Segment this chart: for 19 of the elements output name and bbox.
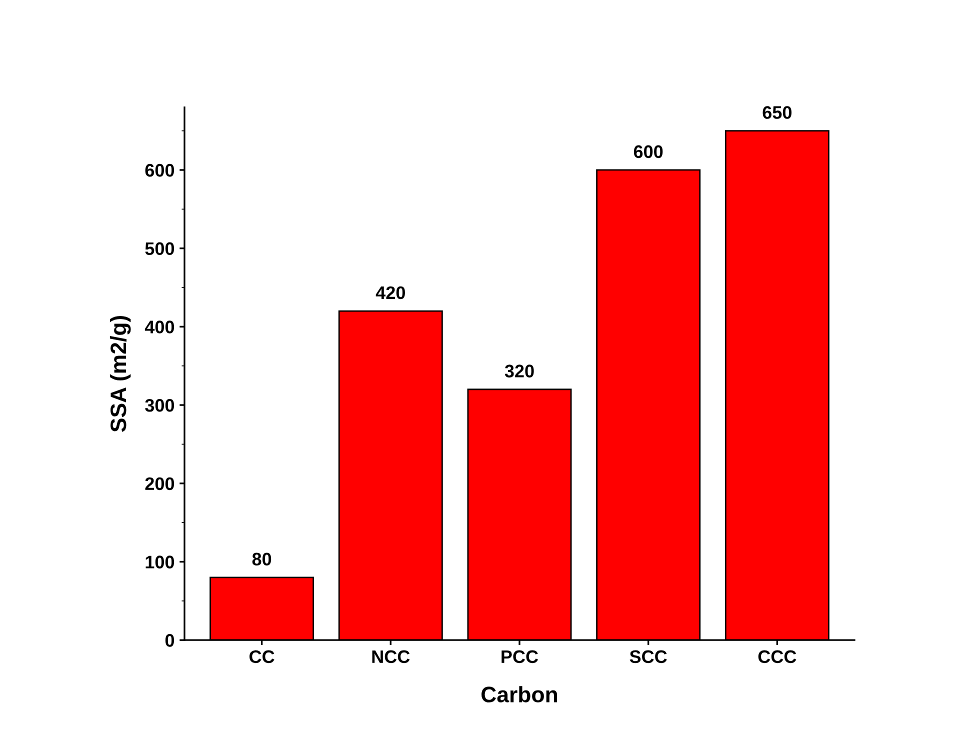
- x-tick-label: CCC: [758, 650, 796, 664]
- x-axis-title: Carbon: [482, 686, 557, 702]
- x-tick-label: PCC: [502, 650, 538, 664]
- x-tick-label: SCC: [630, 650, 667, 664]
- y-tick-label: 300: [145, 398, 174, 412]
- x-tick-label: CC: [250, 650, 274, 664]
- data-label: 80: [252, 552, 272, 566]
- data-label: 420: [376, 286, 405, 300]
- y-tick-label: 0: [165, 634, 174, 647]
- data-label: 320: [504, 364, 534, 378]
- x-tick-label: NCC: [372, 650, 410, 664]
- y-tick-label: 600: [145, 164, 174, 177]
- y-tick-label: 400: [144, 320, 174, 334]
- y-tick-label: 100: [146, 556, 174, 568]
- data-label: 600: [634, 145, 663, 158]
- y-tick-label: 200: [145, 477, 174, 490]
- data-label: 650: [762, 106, 792, 119]
- y-axis-title: SSA (m2/g): [110, 316, 131, 432]
- y-tick-label: 500: [145, 242, 174, 256]
